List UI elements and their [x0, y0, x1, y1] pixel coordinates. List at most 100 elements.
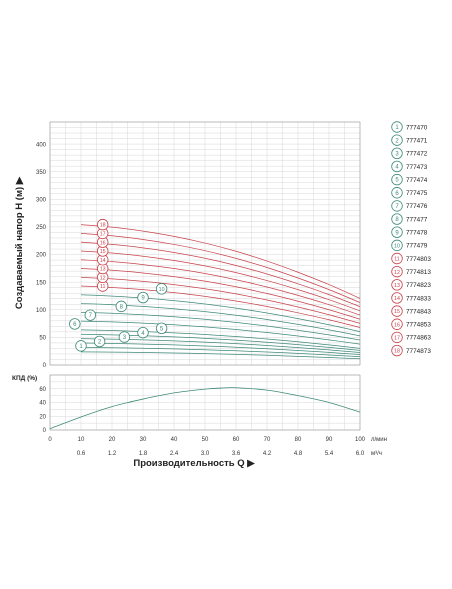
legend-marker-number: 11 — [394, 257, 400, 263]
legend-marker — [391, 213, 403, 225]
flow-m3h-tick-label: 6.0 — [356, 451, 365, 457]
legend-model-label: 777471 — [406, 137, 428, 144]
legend-model-label: 7774833 — [406, 295, 431, 302]
legend-marker-number: 13 — [394, 283, 400, 289]
efficiency-y-tick-label: 60 — [39, 387, 46, 393]
legend-model-label: 7774813 — [406, 269, 431, 276]
curve-marker-label: 1 — [79, 344, 83, 350]
legend-model-label: 7774843 — [406, 308, 431, 315]
efficiency-panel-frame — [49, 374, 361, 431]
curve-marker-label: 10 — [159, 287, 165, 293]
head-curve-14 — [80, 259, 361, 316]
legend-model-label: 777473 — [406, 164, 428, 171]
head-axis-label: Создаваемый напор Н (м) ▶ — [14, 175, 25, 309]
legend-marker — [391, 279, 403, 291]
head-curve-8 — [80, 311, 361, 341]
flow-m3h-tick-label: 1.8 — [139, 451, 148, 457]
legend-marker — [391, 187, 403, 199]
flow-x-tick-label: 40 — [171, 437, 178, 443]
flow-x-tick-label: 90 — [326, 437, 333, 443]
legend-marker-number: 16 — [394, 322, 400, 328]
head-y-tick-label: 200 — [36, 253, 47, 259]
head-curve-3 — [80, 342, 361, 355]
legend-model-label: 7774863 — [406, 335, 431, 342]
head-y-tick-label: 100 — [36, 308, 47, 314]
curve-marker-label: 11 — [100, 284, 106, 290]
legend-marker-number: 12 — [394, 270, 400, 276]
flow-x-tick-label: 80 — [295, 437, 302, 443]
legend-model-label: 777477 — [406, 216, 428, 223]
legend-model-label: 7774823 — [406, 282, 431, 289]
legend-marker-number: 7 — [395, 204, 399, 210]
head-curve-16 — [80, 241, 361, 308]
legend-marker — [391, 305, 403, 317]
curve-marker-label: 6 — [73, 322, 77, 328]
curve-marker-circle — [118, 331, 131, 343]
legend-model-label: 777479 — [406, 243, 428, 250]
head-curve-15 — [80, 250, 361, 312]
legend-marker — [391, 134, 403, 146]
curve-marker-circle — [75, 340, 87, 352]
flow-axis-label: Производительность Q ▶ — [133, 458, 256, 469]
legend-marker-number: 10 — [394, 243, 400, 249]
head-curve-13 — [80, 268, 361, 320]
efficiency-y-tick-label: 0 — [43, 428, 47, 434]
head-y-tick-label: 250 — [36, 225, 47, 231]
legend-marker — [391, 160, 403, 173]
legend-marker-number: 8 — [395, 217, 399, 223]
legend-marker-number: 9 — [395, 230, 399, 236]
head-curve-10 — [80, 294, 361, 333]
legend-model-label: 777475 — [406, 190, 428, 197]
curve-marker-circle — [96, 218, 109, 231]
head-curve-9 — [80, 303, 361, 337]
head-panel-frame — [49, 121, 361, 366]
curve-marker-label: 4 — [141, 331, 145, 337]
legend-model-label: 777476 — [406, 203, 428, 210]
legend-marker-number: 18 — [394, 349, 400, 355]
curve-marker-circle — [155, 283, 168, 295]
flow-m3h-tick-label: 0.6 — [77, 451, 86, 457]
flow-x-tick-label: 50 — [202, 437, 209, 443]
flow-m3h-tick-label: 5.4 — [325, 451, 334, 457]
legend-marker-number: 17 — [394, 336, 400, 342]
curve-marker-label: 15 — [100, 249, 106, 255]
legend-marker — [391, 121, 403, 133]
head-curve-11 — [80, 285, 361, 328]
legend-marker — [391, 200, 403, 212]
legend-marker — [391, 265, 403, 278]
flow-m3h-tick-label: 3.0 — [201, 451, 210, 457]
legend-marker — [391, 239, 403, 252]
legend-model-label: 777472 — [406, 151, 428, 158]
curve-marker-label: 2 — [98, 340, 102, 346]
flow-m3h-tick-label: 2.4 — [170, 451, 179, 457]
legend-marker-number: 2 — [395, 138, 399, 144]
flow-m3h-tick-label: 4.2 — [263, 451, 272, 457]
curve-marker-label: 3 — [123, 335, 127, 341]
legend-marker — [391, 173, 403, 186]
curve-marker-label: 8 — [120, 304, 124, 310]
flow-x-tick-label: 30 — [140, 437, 147, 443]
legend-marker-number: 14 — [394, 296, 400, 302]
legend-model-label: 777478 — [406, 230, 428, 237]
head-y-tick-label: 300 — [36, 198, 47, 204]
curve-marker-circle — [137, 326, 149, 339]
curve-marker-label: 5 — [160, 326, 164, 332]
legend-model-label: 777470 — [406, 124, 428, 131]
unit-lpm: л/мин — [371, 437, 387, 443]
flow-m3h-tick-label: 1.2 — [108, 451, 117, 457]
head-curve-2 — [80, 347, 361, 358]
curve-marker-circle — [115, 300, 128, 313]
curve-marker-circle — [84, 309, 97, 321]
flow-x-tick-label: 60 — [233, 437, 240, 443]
curve-marker-label: 12 — [100, 275, 106, 281]
head-curve-6 — [80, 329, 361, 349]
legend-marker-number: 5 — [395, 178, 399, 184]
legend-model-label: 7774873 — [406, 348, 431, 355]
legend-model-label: 7774853 — [406, 322, 431, 329]
flow-m3h-tick-label: 4.8 — [294, 451, 303, 457]
curve-marker-circle — [93, 335, 106, 348]
